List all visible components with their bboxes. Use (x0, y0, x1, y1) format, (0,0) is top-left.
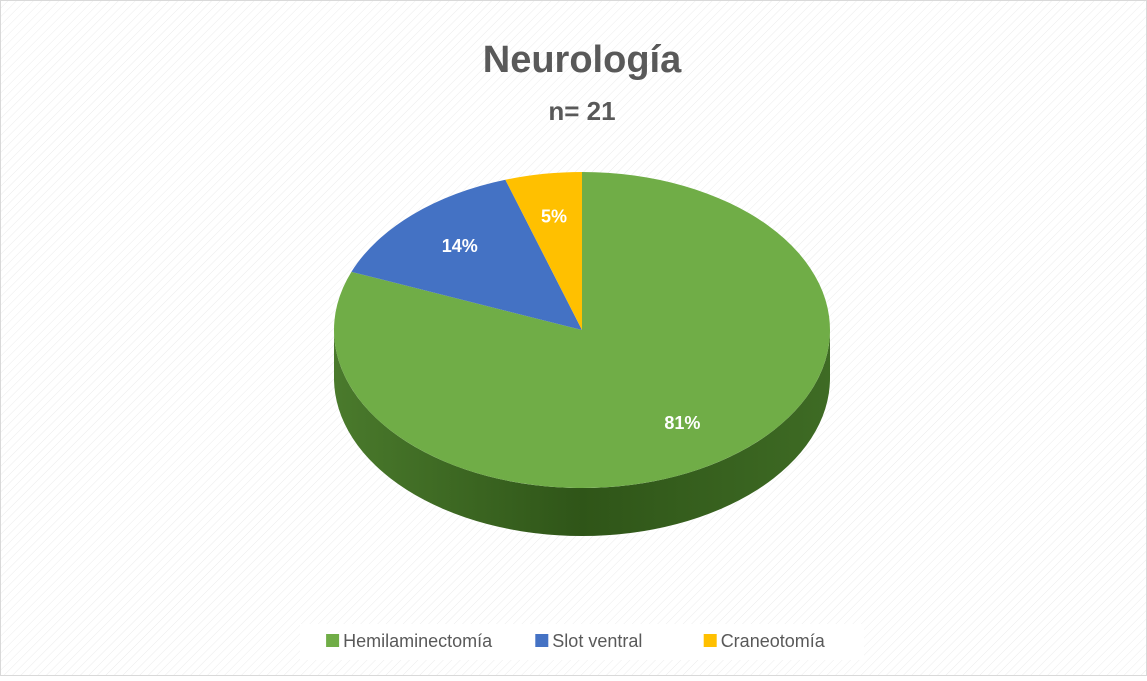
legend-swatch (535, 634, 549, 647)
legend-swatch (703, 634, 717, 647)
data-label: 81% (664, 413, 700, 433)
data-label: 14% (442, 236, 478, 256)
pie-slice (351, 179, 582, 330)
legend-label: Craneotomía (721, 631, 826, 651)
legend-label: Hemilaminectomía (343, 631, 493, 651)
legend-background (300, 624, 864, 660)
pie-side (334, 330, 830, 536)
legend-swatch (326, 634, 340, 647)
chart-subtitle: n= 21 (548, 96, 615, 126)
pie-slice (333, 172, 830, 489)
data-label: 5% (541, 206, 567, 226)
legend-label: Slot ventral (552, 631, 642, 651)
pie-slice (505, 172, 582, 330)
chart-title: Neurología (483, 39, 682, 81)
